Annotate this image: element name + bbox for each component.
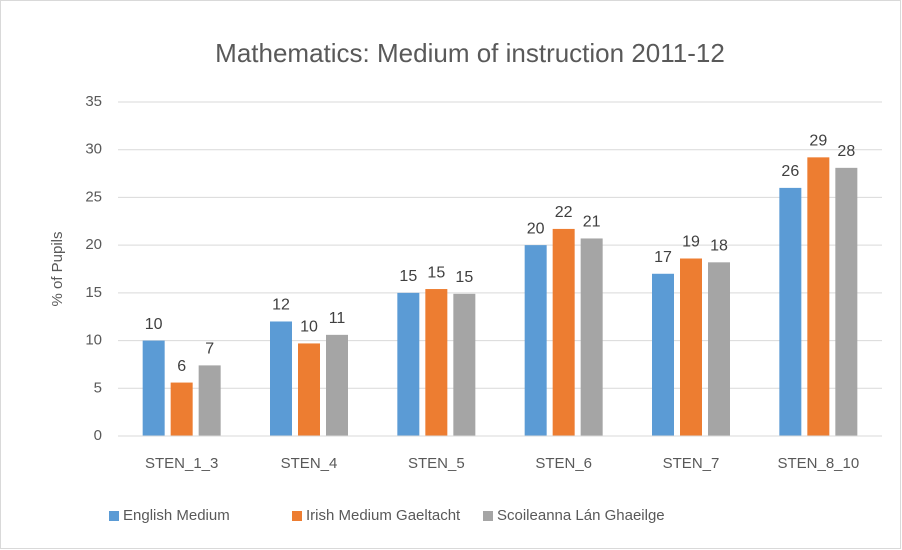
bar xyxy=(425,289,448,436)
bar xyxy=(524,245,547,436)
data-label: 19 xyxy=(682,234,700,251)
y-tick-label: 35 xyxy=(85,93,102,110)
y-axis-label: % of Pupils xyxy=(49,231,66,306)
y-tick-label: 5 xyxy=(94,379,102,396)
bar xyxy=(552,228,575,436)
bar xyxy=(142,340,165,436)
bar xyxy=(835,167,858,437)
x-tick-label: STEN_6 xyxy=(535,455,592,472)
bar xyxy=(453,293,476,436)
x-tick-label: STEN_1_3 xyxy=(145,455,218,472)
bar xyxy=(397,292,420,436)
x-tick-label: STEN_7 xyxy=(663,455,720,472)
data-label: 6 xyxy=(177,358,186,375)
y-tick-label: 15 xyxy=(85,284,102,301)
data-label: 10 xyxy=(145,316,163,333)
y-tick-label: 25 xyxy=(85,188,102,205)
bar xyxy=(270,321,292,436)
bar xyxy=(170,382,193,436)
bar xyxy=(779,187,802,436)
x-tick-label: STEN_8_10 xyxy=(777,455,859,472)
data-label: 15 xyxy=(399,268,417,285)
y-tick-label: 0 xyxy=(94,427,102,444)
y-tick-label: 10 xyxy=(85,332,102,349)
bar xyxy=(326,334,348,436)
bar xyxy=(580,238,603,436)
bar xyxy=(807,157,830,436)
y-tick-label: 30 xyxy=(85,141,102,158)
data-label: 26 xyxy=(781,163,799,180)
data-label: 15 xyxy=(427,264,445,281)
data-label: 20 xyxy=(527,220,545,237)
data-label: 29 xyxy=(809,133,827,150)
data-label: 17 xyxy=(654,249,672,266)
legend-swatch xyxy=(292,511,302,521)
x-tick-label: STEN_5 xyxy=(408,455,465,472)
legend-label: English Medium xyxy=(123,507,230,524)
legend-label: Scoileanna Lán Ghaeilge xyxy=(497,507,665,524)
data-label: 28 xyxy=(837,143,855,160)
data-label: 15 xyxy=(455,269,473,286)
data-label: 10 xyxy=(300,319,318,336)
bar xyxy=(652,273,674,436)
chart-title: Mathematics: Medium of instruction 2011-… xyxy=(215,38,725,68)
bar xyxy=(298,343,320,436)
legend-label: Irish Medium Gaeltacht xyxy=(306,507,461,524)
data-label: 7 xyxy=(205,341,214,358)
bar xyxy=(680,258,702,436)
y-tick-label: 20 xyxy=(85,236,102,253)
data-label: 21 xyxy=(583,214,601,231)
bar xyxy=(708,262,730,436)
data-label: 11 xyxy=(329,310,346,327)
data-label: 12 xyxy=(272,297,290,314)
data-label: 22 xyxy=(555,204,573,221)
data-label: 18 xyxy=(710,238,728,255)
bar xyxy=(198,365,221,436)
legend-swatch xyxy=(109,511,119,521)
x-tick-label: STEN_4 xyxy=(281,455,338,472)
legend-swatch xyxy=(483,511,493,521)
